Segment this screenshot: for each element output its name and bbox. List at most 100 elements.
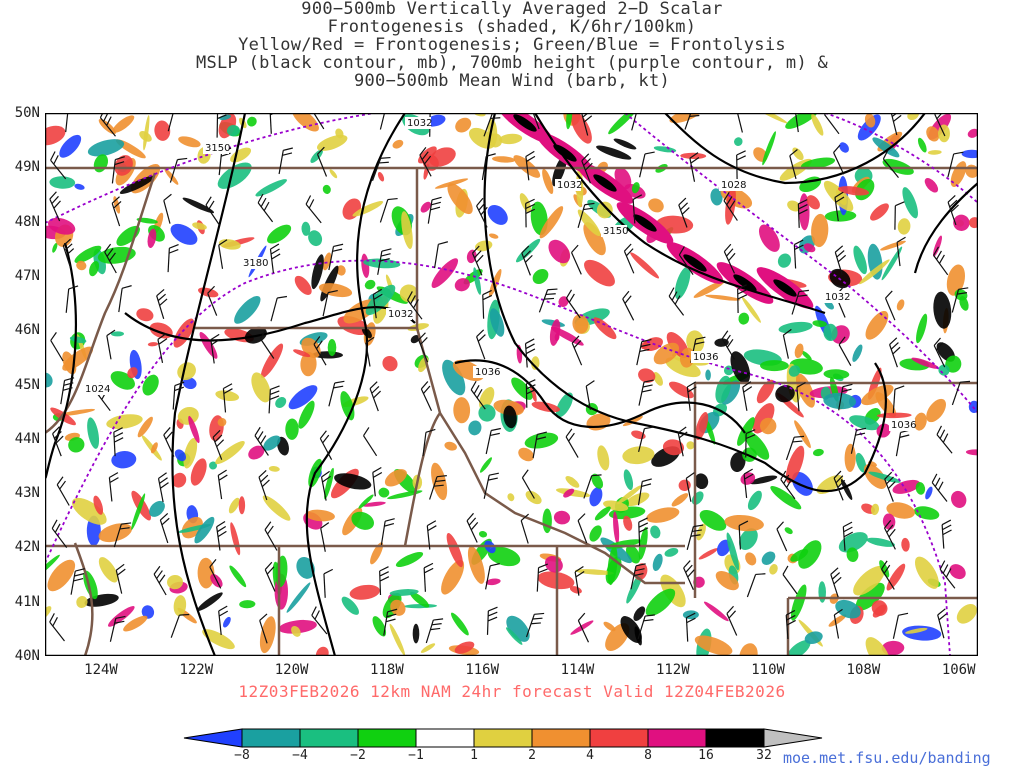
mslp-contour — [454, 359, 746, 434]
shade-cell — [665, 357, 701, 378]
state-border — [73, 542, 94, 656]
shade-cell — [136, 217, 158, 224]
shade-cell — [139, 131, 152, 142]
wind-barb — [427, 196, 442, 224]
wind-barb — [113, 427, 124, 457]
shade-cell — [824, 210, 857, 222]
shade-cell — [603, 621, 616, 632]
colorbar-label: 16 — [698, 748, 714, 763]
shade-cell — [308, 230, 323, 247]
shade-cell — [454, 641, 475, 654]
shade-cell — [787, 200, 801, 212]
shade-cell — [336, 265, 346, 276]
colorbar-segment — [299, 728, 359, 748]
wind-barb — [883, 519, 896, 550]
shade-cell — [454, 278, 470, 292]
shade-cell — [455, 117, 472, 133]
shade-cell — [693, 280, 726, 298]
shade-cell — [846, 547, 859, 562]
shade-cell — [316, 134, 348, 151]
shade-cell — [322, 252, 332, 271]
shade-cell — [653, 342, 680, 365]
shade-cell — [758, 224, 780, 252]
lat-label: 50N — [14, 105, 40, 121]
shade-cell — [949, 564, 966, 580]
shade-cell — [147, 228, 157, 248]
shade-cell — [914, 556, 939, 589]
wind-barb — [323, 568, 333, 598]
wind-barb — [834, 191, 845, 222]
shade-cell — [946, 264, 966, 296]
mslp-label-bg — [83, 383, 109, 395]
wind-barb — [65, 285, 79, 313]
shade-cell — [638, 368, 656, 383]
shade-cell — [871, 600, 888, 616]
wind-barb — [530, 113, 540, 130]
credit-link[interactable]: moe.met.fsu.edu/banding — [783, 749, 991, 767]
wind-barb — [538, 288, 558, 313]
shade-cell — [623, 469, 634, 491]
lon-label: 110W — [751, 662, 785, 678]
wind-barb — [525, 198, 536, 228]
contour-labels: 1032 1032 1028 1032 1036 1036 1036 1032 1024 3150… — [83, 117, 916, 431]
shade-cell — [488, 233, 499, 239]
shade-cell — [646, 507, 680, 523]
shade-cell — [761, 551, 776, 565]
shade-cell — [447, 183, 473, 215]
shade-cell — [446, 533, 463, 568]
wind-barb — [723, 192, 738, 221]
lon-label: 106W — [941, 662, 976, 678]
mslp-label-bg — [386, 308, 412, 320]
shade-cell — [739, 528, 758, 551]
shade-cell — [926, 126, 940, 142]
shade-cell — [327, 339, 337, 356]
shade-cell — [570, 113, 592, 144]
wind-barb — [723, 243, 736, 274]
shade-cell — [310, 149, 323, 163]
shade-cell — [131, 493, 146, 530]
wind-barb — [172, 381, 185, 410]
shade-cell — [933, 291, 952, 329]
wind-barb — [365, 336, 375, 367]
mslp-label-bg — [719, 179, 745, 191]
title-line-2: Frontogenesis (shaded, K/6hr/100km) — [327, 17, 697, 37]
mslp-contour — [664, 113, 926, 185]
colorbar-arrow-left — [183, 728, 243, 748]
shade-cell — [334, 473, 372, 490]
wind-barb — [56, 476, 70, 506]
shade-cell — [197, 592, 223, 611]
map-title-block: 900−500mb Vertically Averaged 2−D Scalar… — [0, 0, 1024, 90]
shade-cell — [630, 252, 660, 279]
wind-barb — [426, 520, 437, 550]
shade-cell — [695, 412, 709, 440]
shade-cell — [699, 509, 727, 531]
shade-cell — [664, 548, 679, 557]
shade-cell — [686, 441, 695, 450]
shade-cell — [106, 414, 143, 429]
shade-cell — [173, 318, 195, 348]
wind-barb — [745, 429, 756, 458]
wind-barb — [259, 613, 268, 644]
mslp-contour — [483, 113, 887, 493]
shade-cell — [638, 527, 648, 560]
shade-cell — [816, 475, 844, 494]
shade-cell — [749, 475, 778, 485]
shade-cell — [798, 540, 822, 569]
wind-barb — [419, 146, 432, 177]
shade-cell — [747, 490, 762, 511]
colorbar-label: 2 — [528, 748, 536, 763]
colorbar-segment — [241, 728, 301, 748]
wind-barb — [521, 245, 533, 276]
wind-barb — [933, 246, 949, 276]
shade-cell — [633, 606, 646, 621]
shade-cell — [911, 357, 939, 369]
shade-cell — [756, 379, 775, 404]
shade-cell — [506, 615, 530, 642]
wind-barb — [485, 563, 500, 590]
wind-barb — [834, 245, 847, 276]
shade-cell — [468, 420, 482, 436]
wind-barb — [222, 383, 233, 413]
wind-barb — [319, 430, 333, 460]
shade-cell — [260, 343, 284, 379]
shade-cell — [625, 492, 650, 507]
